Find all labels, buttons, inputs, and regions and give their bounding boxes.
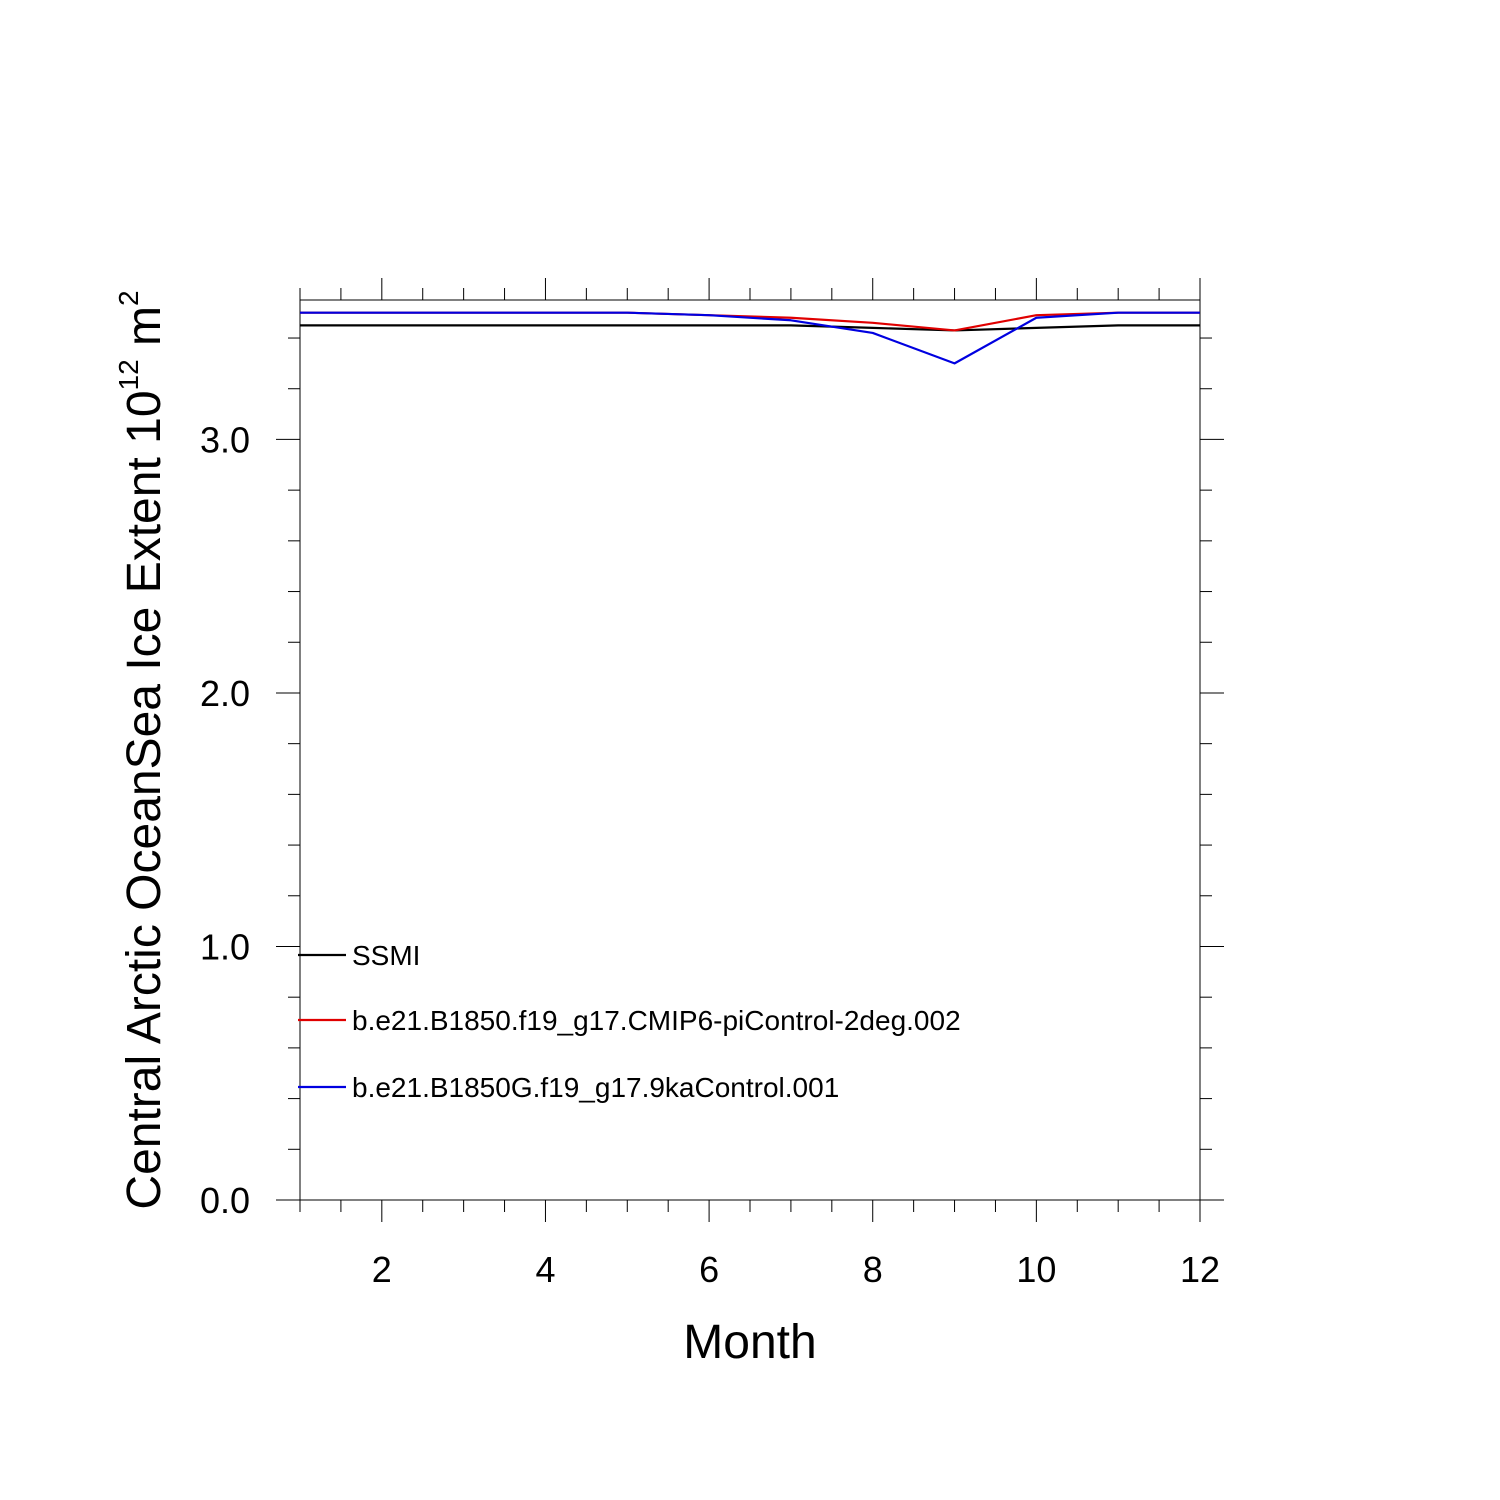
x-tick-label: 8 <box>863 1249 883 1290</box>
series-line-3 <box>300 311 1200 365</box>
y-axis-title-unit: m <box>118 306 171 359</box>
y-axis-title-main: Central Arctic OceanSea Ice Extent 10 <box>118 390 171 1209</box>
y-tick-label: 3.0 <box>200 419 250 460</box>
axis-ticks <box>276 278 1224 1222</box>
x-tick-labels: 2 4 6 8 10 12 <box>372 1249 1220 1290</box>
legend-label-2: b.e21.B1850.f19_g17.CMIP6-piControl-2deg… <box>352 1005 961 1036</box>
y-tick-label: 1.0 <box>200 926 250 967</box>
x-tick-label: 10 <box>1016 1249 1056 1290</box>
y-tick-label: 0.0 <box>200 1180 250 1221</box>
y-axis-title-exponent: 12 <box>113 359 144 390</box>
y-tick-label: 2.0 <box>200 673 250 714</box>
y-tick-labels: 0.0 1.0 2.0 3.0 <box>200 419 250 1221</box>
x-tick-label: 2 <box>372 1249 392 1290</box>
x-axis-title: Month <box>683 1316 816 1369</box>
x-tick-label: 6 <box>699 1249 719 1290</box>
series-line-1 <box>300 324 1200 332</box>
x-tick-label: 12 <box>1180 1249 1220 1290</box>
plot-frame <box>299 299 1201 1201</box>
y-axis-title-unit-exponent: 2 <box>113 290 144 306</box>
x-tick-label: 4 <box>535 1249 555 1290</box>
y-axis-title: Central Arctic OceanSea Ice Extent 1012 … <box>113 290 171 1209</box>
series-lines <box>300 311 1200 365</box>
plot-border <box>299 299 1201 1201</box>
legend-label-1: SSMI <box>352 940 420 971</box>
legend-label-3: b.e21.B1850G.f19_g17.9kaControl.001 <box>352 1072 839 1103</box>
legend: SSMI b.e21.B1850.f19_g17.CMIP6-piControl-… <box>298 940 961 1103</box>
